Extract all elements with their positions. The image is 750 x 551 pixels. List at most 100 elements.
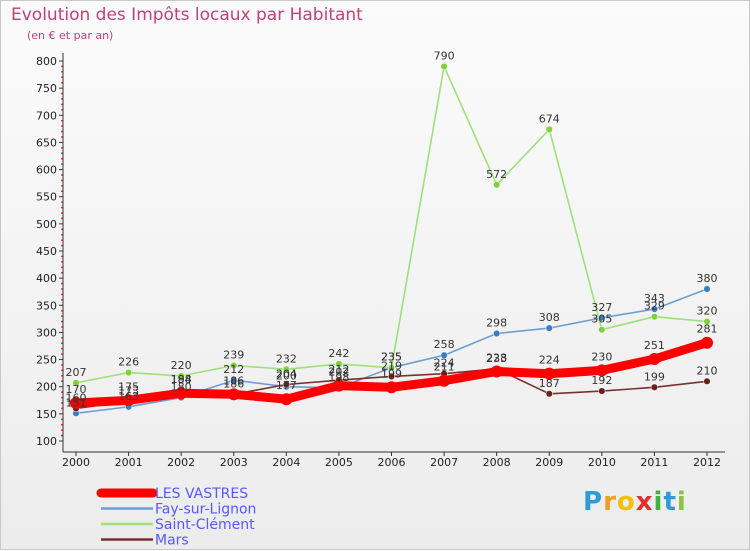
data-point	[701, 336, 713, 349]
data-point	[650, 305, 658, 313]
data-label: 224	[539, 354, 560, 367]
y-minor-tick	[61, 201, 63, 204]
data-point	[230, 361, 238, 370]
data-label: 194	[171, 373, 192, 386]
data-label: 220	[171, 359, 192, 372]
y-tick-label: 250	[36, 354, 57, 367]
x-tick-label: 2011	[640, 456, 668, 469]
series-points	[70, 62, 713, 417]
data-point	[650, 383, 658, 391]
data-label: 329	[644, 300, 665, 313]
y-minor-tick	[61, 298, 63, 301]
data-point	[72, 379, 80, 387]
y-minor-tick	[61, 206, 63, 209]
logo-letter: i	[653, 487, 664, 517]
data-label: 170	[66, 383, 87, 396]
y-minor-tick	[61, 271, 63, 274]
data-label: 258	[434, 338, 455, 351]
data-point	[440, 351, 448, 359]
y-minor-tick	[61, 374, 63, 377]
data-label: 180	[171, 381, 192, 394]
data-label: 305	[591, 313, 612, 326]
y-minor-tick	[61, 396, 63, 399]
logo-letter: t	[663, 487, 677, 517]
data-point	[177, 372, 185, 380]
data-label: 232	[276, 352, 297, 365]
y-tick-label: 550	[36, 191, 57, 204]
data-label: 210	[697, 364, 718, 377]
data-label: 251	[644, 339, 665, 352]
y-tick-label: 400	[36, 272, 57, 285]
y-minor-tick	[61, 315, 63, 318]
y-tick-label: 200	[36, 381, 57, 394]
data-label: 298	[486, 317, 507, 330]
y-minor-tick	[61, 429, 63, 432]
y-minor-tick	[61, 217, 63, 220]
data-label: 380	[697, 272, 718, 285]
data-point	[385, 381, 398, 394]
y-minor-tick	[61, 380, 63, 383]
legend: LES VASTRESFay-sur-LignonSaint-ClémentMa…	[96, 486, 256, 549]
data-label: 320	[697, 305, 718, 318]
legend-label: Fay-sur-Lignon	[155, 502, 256, 518]
y-minor-tick	[61, 418, 63, 421]
y-minor-tick	[61, 293, 63, 296]
data-label: 211	[434, 361, 455, 374]
data-label: 239	[223, 349, 244, 362]
data-label: 175	[118, 380, 139, 393]
logo-letter: r	[603, 487, 617, 517]
y-minor-tick	[61, 70, 63, 73]
y-tick-label: 100	[36, 435, 57, 448]
y-minor-tick	[61, 179, 63, 182]
data-point	[545, 390, 553, 398]
chart-subtitle: (en € et par an)	[27, 29, 114, 42]
legend-label: Saint-Clément	[155, 517, 255, 533]
data-point	[387, 372, 396, 380]
data-label: 199	[381, 367, 402, 380]
data-point	[545, 324, 553, 332]
y-minor-tick	[61, 228, 63, 231]
data-point	[493, 329, 501, 338]
legend-label: Mars	[155, 533, 189, 549]
x-tick-label: 2008	[483, 456, 511, 469]
proxiti-logo: Proxiti	[583, 487, 687, 517]
y-minor-tick	[61, 402, 63, 404]
data-point	[387, 364, 396, 372]
y-tick-label: 150	[36, 408, 57, 421]
logo-letter: x	[635, 487, 654, 517]
y-minor-tick	[61, 174, 63, 176]
data-label: 343	[644, 292, 665, 305]
data-label: 160	[66, 391, 87, 404]
data-point	[280, 393, 293, 406]
data-label: 173	[118, 384, 139, 397]
y-minor-tick	[61, 76, 63, 79]
data-point	[703, 318, 711, 326]
data-label: 199	[644, 370, 665, 383]
x-tick-label: 2010	[588, 456, 616, 469]
y-minor-tick	[61, 125, 63, 128]
data-point	[440, 62, 448, 70]
data-point	[70, 397, 82, 409]
data-point	[438, 374, 451, 387]
data-point	[595, 364, 608, 377]
data-label: 226	[118, 356, 139, 369]
data-label: 151	[66, 396, 87, 409]
y-minor-tick	[61, 157, 63, 160]
data-point	[227, 388, 240, 401]
y-minor-tick	[61, 260, 63, 263]
y-minor-tick	[61, 347, 63, 350]
y-minor-tick	[61, 364, 63, 366]
y-minor-tick	[61, 342, 63, 345]
y-minor-tick	[61, 255, 63, 258]
data-point	[335, 360, 343, 368]
x-tick-label: 2006	[378, 456, 406, 469]
data-point	[175, 387, 188, 400]
data-point	[230, 376, 238, 384]
y-minor-tick	[61, 212, 63, 214]
data-label: 177	[276, 379, 297, 392]
y-minor-tick	[61, 103, 63, 106]
data-label: 790	[434, 49, 455, 62]
y-tick-label: 600	[36, 164, 57, 177]
